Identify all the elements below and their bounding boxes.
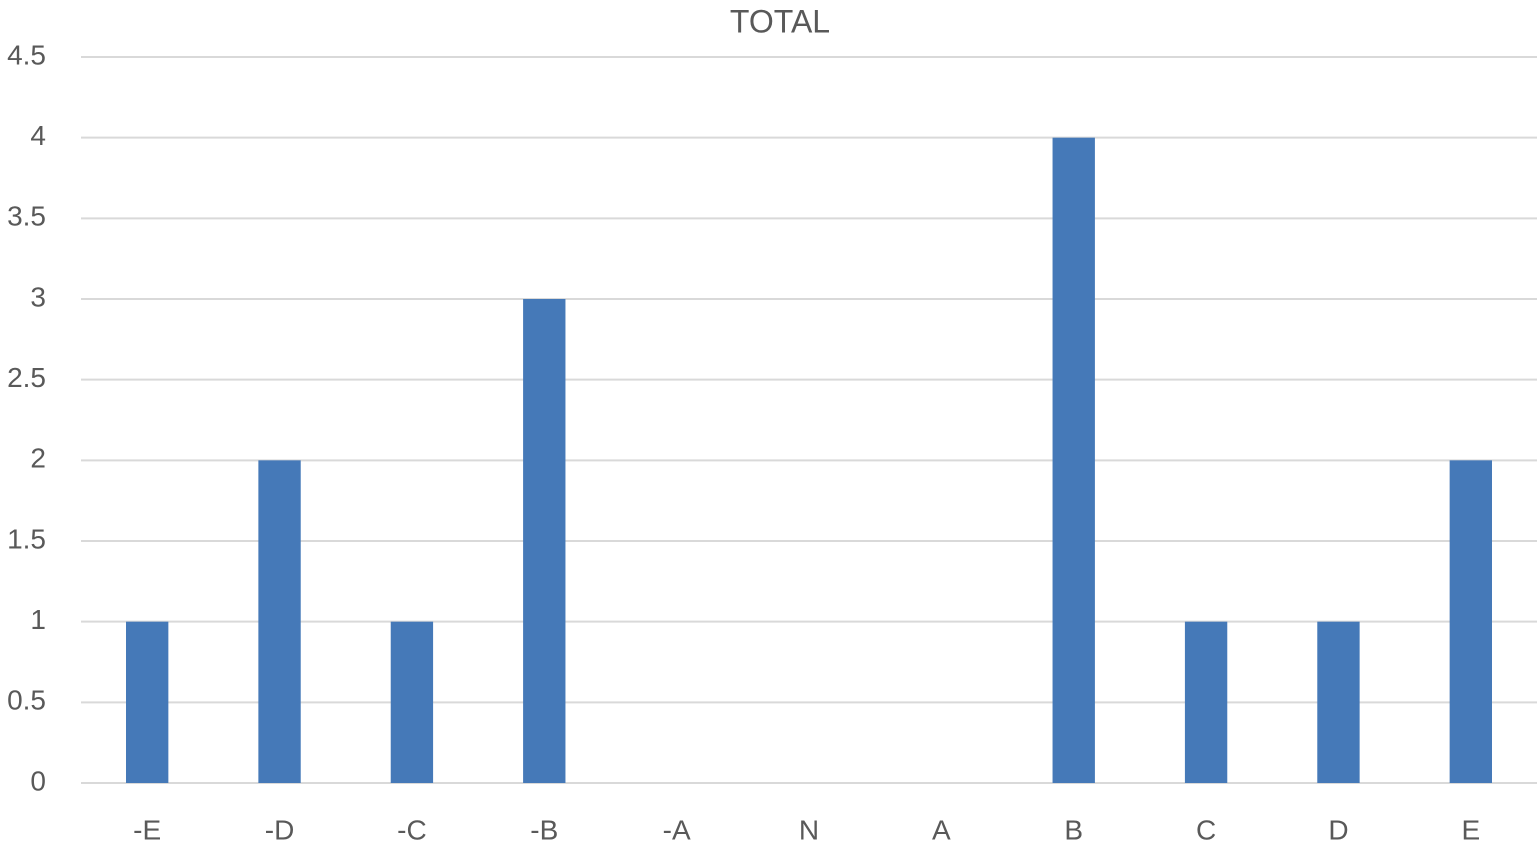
bar <box>126 621 169 783</box>
x-tick-label: -E <box>133 814 161 845</box>
y-tick-label: 0.5 <box>7 685 46 716</box>
x-tick-label: B <box>1064 814 1083 845</box>
bar <box>1317 621 1360 783</box>
x-tick-label: A <box>932 814 951 845</box>
x-tick-label: -B <box>530 814 558 845</box>
y-tick-label: 1.5 <box>7 523 46 554</box>
y-tick-label: 4 <box>30 120 46 151</box>
x-tick-label: E <box>1461 814 1480 845</box>
chart-title: TOTAL <box>730 3 830 39</box>
x-tick-label: -A <box>663 814 691 845</box>
y-tick-label: 2 <box>30 443 46 474</box>
bar <box>1449 460 1492 783</box>
bar <box>1184 621 1228 783</box>
x-tick-label: C <box>1196 814 1216 845</box>
bar <box>1052 137 1095 783</box>
y-tick-label: 3 <box>30 281 46 312</box>
y-tick-label: 1 <box>30 604 46 635</box>
y-tick-label: 4.5 <box>7 39 46 70</box>
x-tick-label: D <box>1328 814 1348 845</box>
x-tick-label: -D <box>265 814 295 845</box>
bar <box>258 460 301 783</box>
y-tick-label: 3.5 <box>7 201 46 232</box>
y-tick-label: 2.5 <box>7 362 46 393</box>
y-tick-label: 0 <box>30 765 46 796</box>
x-tick-label: -C <box>397 814 427 845</box>
bar <box>523 299 566 783</box>
x-tick-label: N <box>799 814 819 845</box>
bar <box>390 621 434 783</box>
